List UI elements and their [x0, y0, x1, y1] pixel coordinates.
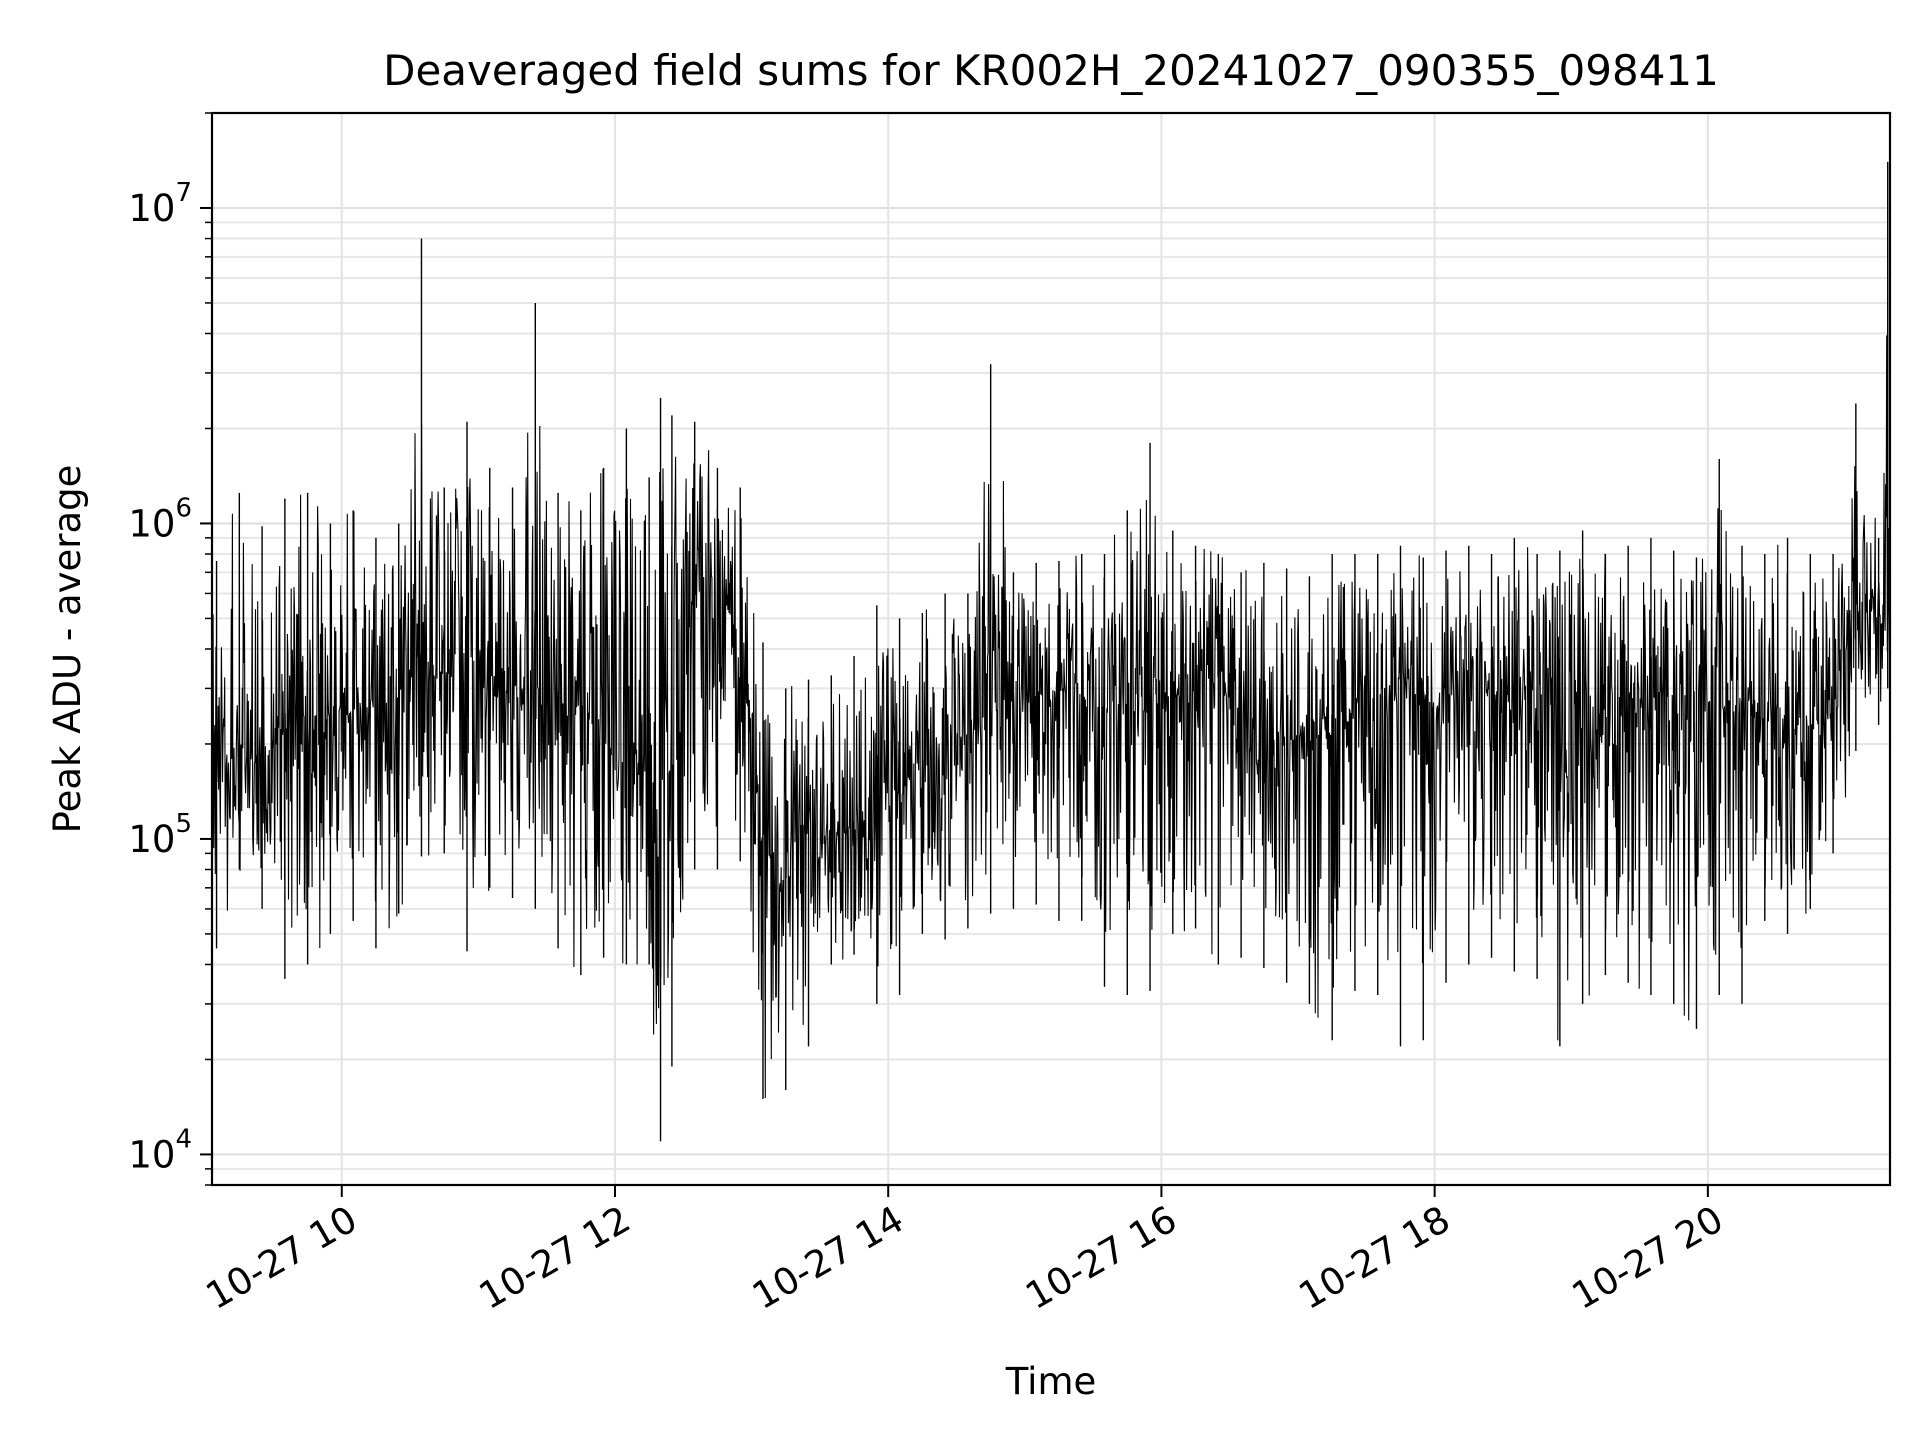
chart-title: Deaveraged field sums for KR002H_2024102… [383, 46, 1719, 95]
data-series [211, 161, 1891, 1142]
y-tick-label: 105 [128, 809, 192, 861]
y-tick-label: 107 [128, 178, 192, 230]
x-axis-label: Time [1005, 1360, 1097, 1403]
y-axis-label: Peak ADU - average [46, 465, 89, 834]
series-line [211, 335, 1891, 1099]
